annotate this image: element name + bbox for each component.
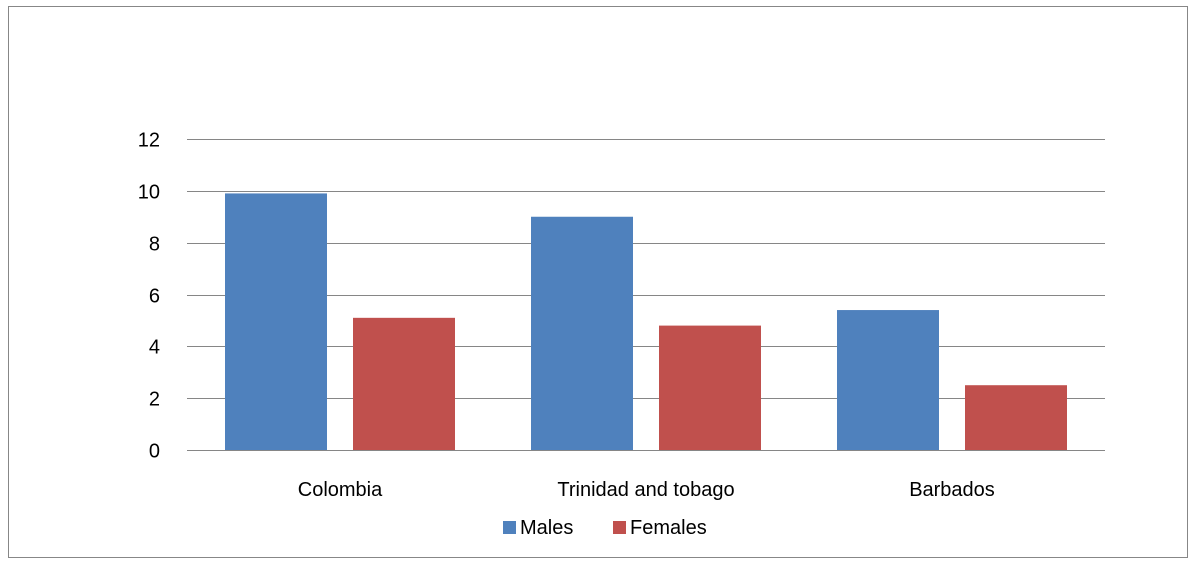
- bars: [225, 193, 1067, 451]
- x-tick-label-trinidad-and-tobago: Trinidad and tobago: [557, 479, 734, 501]
- legend-swatch-males: [503, 521, 516, 534]
- y-tick-label-2: 2: [149, 389, 160, 411]
- bar-males-barbados: [837, 310, 939, 450]
- y-tick-label-0: 0: [149, 441, 160, 463]
- x-tick-label-barbados: Barbados: [909, 479, 995, 501]
- y-tick-label-6: 6: [149, 286, 160, 308]
- bar-males-trinidad-and-tobago: [531, 216, 633, 450]
- legend-label-males: Males: [520, 517, 573, 539]
- bar-females-colombia: [353, 317, 455, 450]
- y-tick-label-4: 4: [149, 337, 160, 359]
- y-axis-tick-labels: 0 2 4 6 8 10 12: [138, 130, 160, 463]
- x-axis-tick-labels: Colombia Trinidad and tobago Barbados: [298, 479, 995, 501]
- gridlines: [187, 139, 1105, 451]
- bar-females-barbados: [965, 385, 1067, 450]
- y-tick-label-12: 12: [138, 130, 160, 152]
- legend: Males Females: [503, 517, 707, 539]
- y-tick-label-10: 10: [138, 182, 160, 204]
- bar-females-trinidad-and-tobago: [659, 325, 761, 450]
- bar-males-colombia: [225, 193, 327, 451]
- legend-swatch-females: [613, 521, 626, 534]
- y-tick-label-8: 8: [149, 234, 160, 256]
- legend-label-females: Females: [630, 517, 707, 539]
- x-tick-label-colombia: Colombia: [298, 479, 383, 501]
